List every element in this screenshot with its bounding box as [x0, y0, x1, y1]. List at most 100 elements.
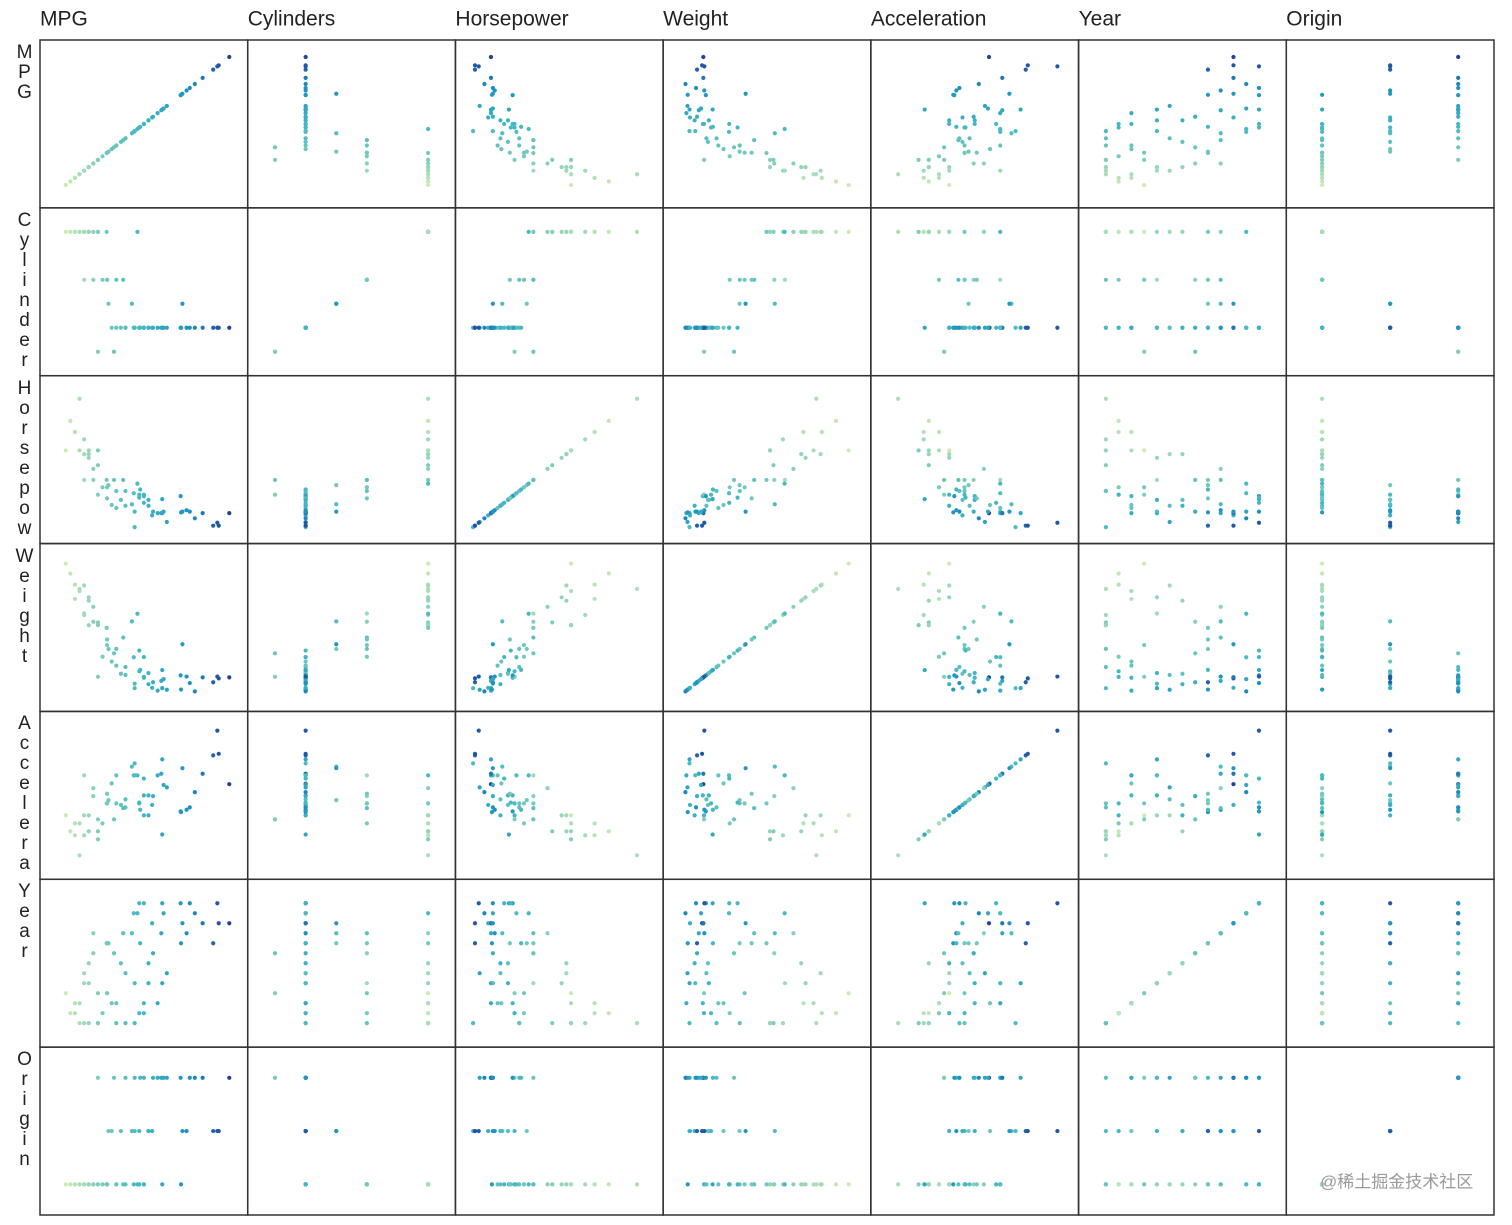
- point: [936, 172, 942, 177]
- point: [1320, 1021, 1325, 1026]
- point: [987, 502, 993, 508]
- point: [1116, 801, 1121, 806]
- point: [364, 168, 369, 173]
- cell: [1285, 374, 1495, 545]
- point: [111, 477, 117, 483]
- point: [559, 1182, 564, 1187]
- point: [791, 786, 796, 791]
- point: [1456, 805, 1461, 810]
- point: [731, 817, 737, 822]
- point: [926, 164, 931, 170]
- point: [123, 1075, 128, 1080]
- point: [521, 801, 527, 806]
- point: [1256, 728, 1262, 733]
- point: [1103, 829, 1108, 834]
- point: [1456, 114, 1461, 119]
- point: [531, 625, 536, 630]
- point: [1320, 971, 1325, 976]
- point: [791, 161, 796, 166]
- point: [568, 1021, 574, 1026]
- point: [505, 981, 511, 986]
- point: [114, 801, 119, 806]
- point: [72, 582, 78, 587]
- point: [922, 497, 927, 502]
- point: [743, 1128, 748, 1134]
- point: [82, 477, 87, 483]
- point: [131, 491, 136, 496]
- point: [967, 503, 972, 508]
- point: [1218, 1128, 1223, 1134]
- point: [138, 667, 143, 672]
- point: [699, 751, 705, 756]
- point: [211, 941, 216, 946]
- point: [472, 921, 478, 926]
- point: [498, 797, 503, 802]
- point: [155, 111, 160, 116]
- point: [1388, 91, 1393, 96]
- point: [957, 85, 962, 91]
- point: [426, 911, 431, 916]
- point: [200, 325, 205, 330]
- point: [921, 437, 926, 442]
- point: [833, 179, 839, 184]
- point: [426, 448, 431, 453]
- point: [559, 455, 564, 460]
- cell: [454, 207, 664, 377]
- point: [472, 751, 478, 756]
- row-label: Weight: [14, 545, 35, 666]
- point: [1167, 229, 1172, 234]
- point: [91, 604, 96, 609]
- point: [986, 921, 992, 926]
- point: [164, 103, 169, 109]
- point: [1205, 301, 1211, 306]
- point: [1154, 107, 1160, 112]
- point: [1116, 229, 1121, 234]
- point: [215, 728, 220, 733]
- point: [799, 1182, 804, 1187]
- point: [1193, 794, 1198, 799]
- point: [1000, 675, 1005, 680]
- point: [104, 477, 109, 483]
- point: [1218, 325, 1223, 330]
- point: [1388, 813, 1393, 818]
- point: [1116, 485, 1121, 490]
- point: [1013, 1021, 1018, 1026]
- point: [1244, 126, 1249, 132]
- point: [1180, 325, 1185, 330]
- point: [470, 686, 476, 691]
- point: [129, 619, 135, 624]
- point: [737, 941, 742, 946]
- point: [131, 911, 136, 916]
- point: [77, 821, 82, 826]
- point: [685, 103, 690, 109]
- point: [1320, 561, 1325, 566]
- point: [545, 229, 550, 234]
- point: [926, 1011, 931, 1016]
- point: [303, 1075, 308, 1080]
- point: [1231, 115, 1236, 120]
- point: [1103, 157, 1108, 162]
- point: [1129, 663, 1134, 668]
- point: [714, 1075, 719, 1080]
- point: [1129, 1075, 1134, 1080]
- point: [192, 325, 197, 330]
- point: [846, 991, 851, 996]
- point: [486, 1128, 491, 1134]
- point: [1205, 325, 1211, 330]
- point: [954, 1128, 959, 1134]
- point: [962, 277, 967, 282]
- point: [498, 672, 503, 678]
- point: [583, 1021, 588, 1026]
- point: [742, 150, 747, 155]
- point: [1205, 482, 1211, 488]
- point: [303, 776, 308, 781]
- point: [726, 773, 732, 778]
- point: [1456, 981, 1461, 986]
- point: [531, 477, 536, 483]
- point: [63, 813, 68, 818]
- point: [1025, 921, 1030, 926]
- point: [1388, 685, 1393, 690]
- point: [1320, 806, 1325, 811]
- point: [947, 121, 952, 127]
- point: [1456, 325, 1461, 330]
